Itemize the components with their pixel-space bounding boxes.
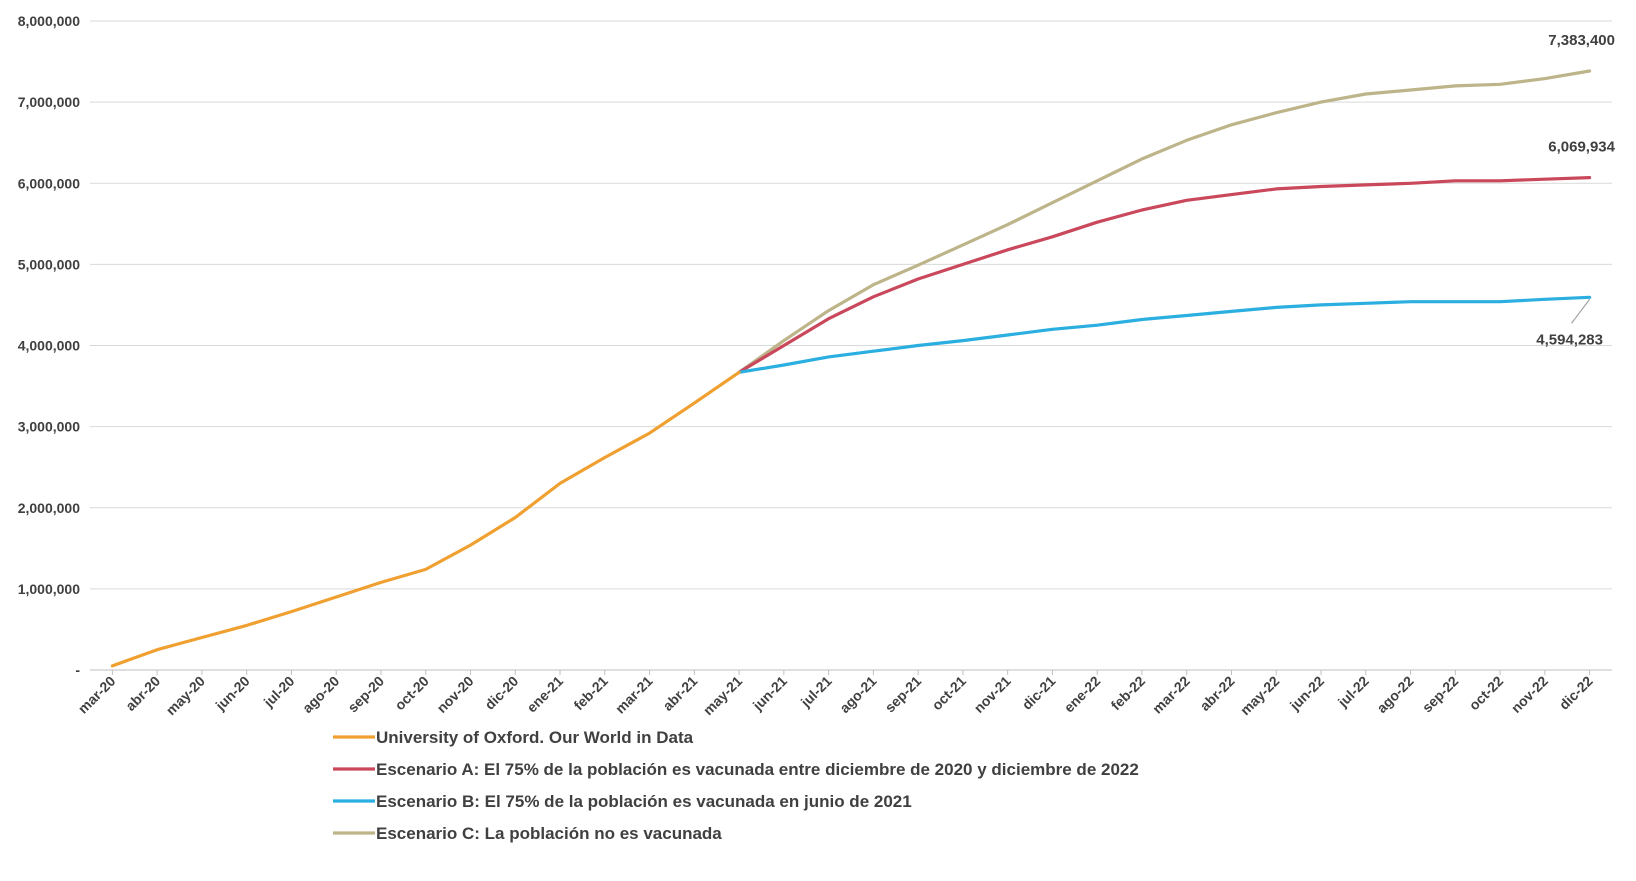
data-label: 7,383,400 [1548, 32, 1615, 49]
x-tick-label: ene-22 [1061, 673, 1104, 716]
x-tick-label: dic-22 [1556, 673, 1596, 713]
y-tick-label: 2,000,000 [18, 500, 80, 516]
y-tick-label: 6,000,000 [18, 175, 80, 191]
x-tick-label: ago-21 [836, 673, 879, 716]
x-tick-label: abr-20 [122, 673, 163, 714]
x-tick-label: mar-21 [612, 673, 656, 717]
series-line-1 [737, 176, 1592, 374]
x-tick-label: jun-21 [749, 673, 790, 714]
x-tick-label: oct-21 [929, 673, 970, 714]
x-tick-label: mar-22 [1149, 673, 1193, 717]
x-tick-label: may-20 [163, 673, 209, 719]
x-tick-label: jun-22 [1286, 673, 1327, 714]
x-tick-label: abr-22 [1197, 673, 1238, 714]
x-tick-label: abr-21 [659, 673, 700, 714]
legend-label: University of Oxford. Our World in Data [376, 728, 694, 747]
x-tick-label: jul-21 [797, 673, 835, 711]
x-tick-label: jul-20 [260, 673, 298, 711]
legend-label: Escenario B: El 75% de la población es v… [376, 792, 912, 811]
data-labels: 7,383,400 6,069,934 4,594,283 [1536, 32, 1615, 348]
data-label: 6,069,934 [1548, 139, 1615, 156]
legend-item-1: Escenario A: El 75% de la población es v… [333, 760, 1139, 779]
x-tick-label: nov-21 [971, 673, 1014, 716]
gridlines [90, 20, 1612, 671]
x-tick-label: may-21 [700, 673, 746, 719]
legend-label: Escenario A: El 75% de la población es v… [376, 760, 1139, 779]
x-tick-label: nov-22 [1508, 673, 1551, 716]
legend-item-2: Escenario B: El 75% de la población es v… [333, 792, 912, 811]
x-tick-label: ago-22 [1373, 673, 1416, 716]
x-tick-label: oct-22 [1466, 673, 1507, 714]
y-tick-label: 8,000,000 [18, 13, 80, 29]
y-tick-label: 1,000,000 [18, 581, 80, 597]
y-tick-label: 4,000,000 [18, 338, 80, 354]
x-tick-label: jun-20 [212, 673, 253, 714]
legend: University of Oxford. Our World in Data E… [333, 728, 1139, 843]
x-tick-label: sep-20 [344, 673, 387, 716]
x-tick-label: feb-21 [570, 673, 611, 714]
series-line-2 [737, 295, 1592, 374]
x-tick-label: oct-20 [391, 673, 432, 714]
y-tick-label: 3,000,000 [18, 419, 80, 435]
legend-item-0: University of Oxford. Our World in Data [333, 728, 694, 747]
series-lines [110, 69, 1592, 668]
x-tick-label: jul-22 [1334, 673, 1372, 711]
y-tick-label: - [75, 662, 80, 678]
x-tick-label: ago-20 [299, 673, 342, 716]
y-axis: - 1,000,000 2,000,000 3,000,000 4,000,000 5,0… [18, 13, 81, 678]
series-line-0 [110, 370, 741, 668]
y-tick-label: 5,000,000 [18, 256, 80, 272]
x-tick-label: sep-22 [1419, 673, 1462, 716]
x-tick-label: sep-21 [882, 673, 925, 716]
data-label-leader [1571, 298, 1591, 324]
x-tick-label: feb-22 [1108, 673, 1149, 714]
series-line-3 [737, 69, 1592, 374]
x-tick-label: mar-20 [75, 673, 119, 717]
x-axis: mar-20 abr-20 may-20 jun-20 jul-20 ago-20 sep-… [75, 669, 1612, 719]
y-tick-label: 7,000,000 [18, 94, 80, 110]
legend-item-3: Escenario C: La población no es vacunada [333, 824, 722, 843]
legend-label: Escenario C: La población no es vacunada [376, 824, 722, 843]
x-tick-label: dic-20 [481, 673, 521, 713]
x-tick-label: may-22 [1237, 673, 1283, 719]
x-tick-label: ene-21 [523, 673, 566, 716]
x-tick-label: dic-21 [1019, 673, 1059, 713]
data-label: 4,594,283 [1536, 331, 1603, 348]
x-tick-label: nov-20 [433, 673, 476, 716]
